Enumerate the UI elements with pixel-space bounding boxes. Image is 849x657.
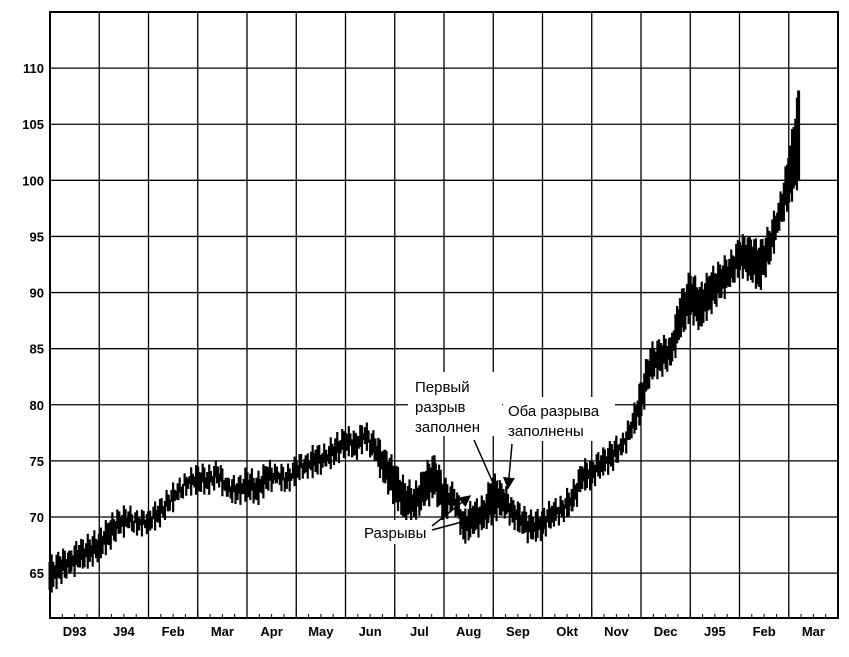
- x-tick-label: Nov: [604, 624, 629, 639]
- y-tick-label: 80: [30, 398, 44, 413]
- x-tick-label: Okt: [556, 624, 578, 639]
- annotation-first-gap-line-1: Первый: [415, 379, 470, 396]
- arrow-gap-upper: [431, 495, 472, 527]
- y-tick-label: 75: [30, 454, 44, 469]
- x-tick-label: D93: [63, 624, 87, 639]
- x-tick-label: Apr: [260, 624, 282, 639]
- annotation-both-gaps-filled: Оба разрыва заполнены: [503, 397, 615, 441]
- plot-frame: [49, 11, 839, 619]
- y-tick-label: 90: [30, 286, 44, 301]
- arrow-gap-lower: [431, 512, 486, 531]
- annotation-gaps-label: Разрывы: [364, 525, 426, 542]
- x-tick-label: Mar: [211, 624, 234, 639]
- arrow-first-gap: [473, 439, 499, 494]
- grid-lines: [49, 12, 838, 618]
- annotation-first-gap-filled: Первый разрыв заполнен: [408, 372, 502, 436]
- x-tick-label: Feb: [162, 624, 185, 639]
- x-tick-label: J94: [113, 624, 135, 639]
- y-tick-label: 110: [23, 61, 44, 76]
- x-axis-labels: D93 J94 Feb Mar Apr May Jun Jul Aug Sep Okt Nov Dec J…: [63, 624, 825, 639]
- x-tick-label: J95: [704, 624, 726, 639]
- x-tick-label: Aug: [456, 624, 481, 639]
- annotation-gaps: Разрывы: [360, 520, 436, 544]
- x-tick-label: Jul: [410, 624, 429, 639]
- arrow-both-gaps: [502, 443, 515, 490]
- y-tick-label: 70: [30, 510, 44, 525]
- annotations: Первый разрыв заполнен Оба разрыва запол…: [360, 372, 615, 544]
- x-tick-label: Mar: [802, 624, 825, 639]
- x-tick-label: Feb: [753, 624, 776, 639]
- x-tick-label: Jun: [359, 624, 382, 639]
- annotation-first-gap-line-3: заполнен: [415, 419, 480, 436]
- price-bars: [48, 90, 801, 593]
- y-tick-label: 95: [30, 229, 44, 244]
- y-tick-label: 105: [22, 117, 44, 132]
- x-tick-label: Dec: [654, 624, 678, 639]
- y-tick-label: 85: [30, 342, 44, 357]
- x-tick-label: Sep: [506, 624, 530, 639]
- y-axis-labels: 65 70 75 80 85 90 95 100 105 110: [22, 61, 44, 581]
- annotation-first-gap-line-2: разрыв: [415, 399, 466, 416]
- y-tick-label: 100: [22, 173, 44, 188]
- annotation-both-gaps-line-1: Оба разрыва: [508, 403, 600, 420]
- annotation-both-gaps-line-2: заполнены: [508, 423, 584, 440]
- y-tick-label: 65: [30, 566, 44, 581]
- x-tick-label: May: [308, 624, 334, 639]
